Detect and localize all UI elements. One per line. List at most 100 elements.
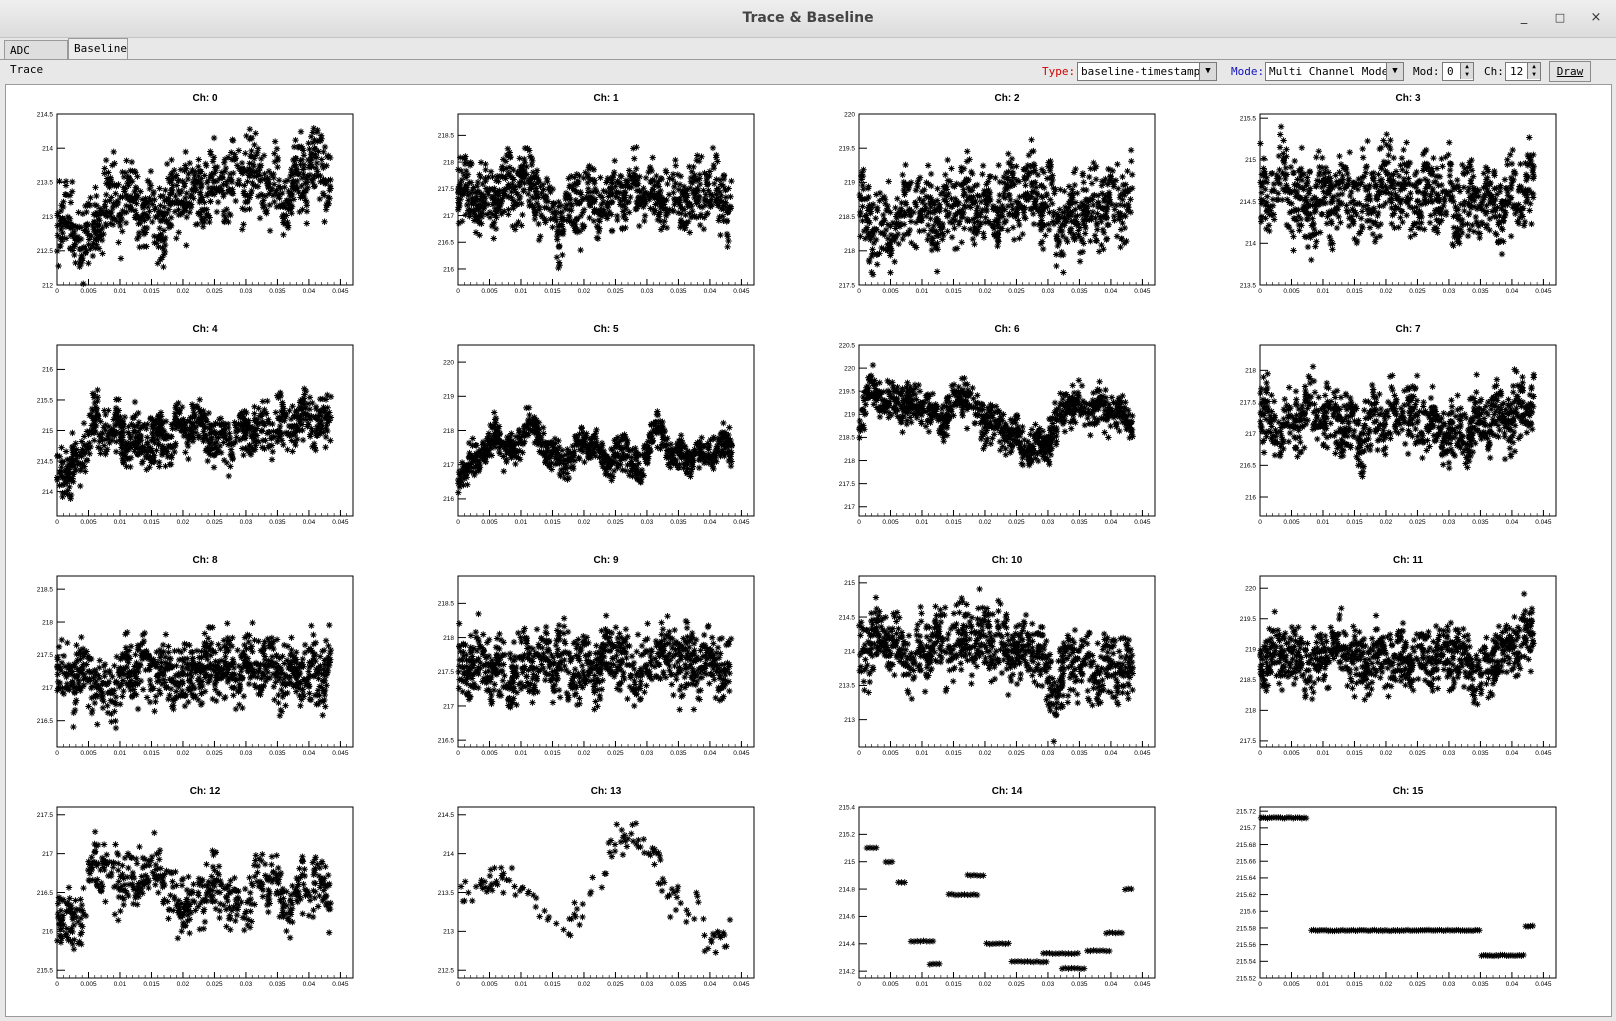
asterisk-marker <box>641 195 649 203</box>
asterisk-marker <box>1000 179 1008 186</box>
asterisk-marker <box>316 137 323 144</box>
asterisk-marker <box>124 180 131 187</box>
asterisk-marker <box>129 178 136 185</box>
asterisk-marker <box>1098 182 1106 189</box>
tab-baseline[interactable]: Baseline <box>68 38 128 60</box>
x-tick-label: 0.035 <box>269 519 286 526</box>
panel-ch-2: Ch: 20 0.005 0.01 0.015 0.02 0.025 0.03 0.035 0.… <box>839 93 1156 295</box>
asterisk-marker <box>1407 195 1414 202</box>
asterisk-marker <box>284 177 292 184</box>
panel-ch-3: Ch: 30 0.005 0.01 0.015 0.02 0.025 0.03 0.035 0.… <box>1240 93 1557 295</box>
draw-button[interactable]: Draw <box>1549 61 1591 82</box>
asterisk-marker <box>899 235 906 243</box>
asterisk-marker <box>951 183 958 190</box>
chevron-down-icon[interactable]: ▼ <box>1199 63 1216 80</box>
asterisk-marker <box>67 495 74 502</box>
asterisk-marker <box>121 188 128 195</box>
asterisk-marker <box>501 186 508 193</box>
asterisk-marker <box>229 456 236 463</box>
asterisk-marker <box>705 187 712 194</box>
asterisk-marker <box>603 188 610 196</box>
asterisk-marker <box>246 160 253 167</box>
asterisk-marker <box>985 178 992 185</box>
close-button[interactable]: × <box>1590 10 1602 25</box>
asterisk-marker <box>82 202 89 210</box>
chevron-down-icon[interactable]: ▼ <box>1386 63 1403 80</box>
asterisk-marker <box>289 171 297 179</box>
asterisk-marker <box>1507 185 1515 193</box>
asterisk-marker <box>867 236 874 243</box>
asterisk-marker <box>462 167 470 175</box>
asterisk-marker <box>286 201 293 208</box>
asterisk-marker <box>662 167 669 174</box>
asterisk-marker <box>226 174 234 182</box>
spin-down-icon[interactable]: ▼ <box>1460 71 1473 79</box>
asterisk-marker <box>132 439 139 446</box>
asterisk-marker <box>252 182 259 190</box>
asterisk-marker <box>948 165 955 172</box>
asterisk-marker <box>260 152 268 159</box>
asterisk-marker <box>317 172 324 180</box>
spin-up-icon[interactable]: ▲ <box>1460 63 1473 71</box>
asterisk-marker <box>515 171 523 178</box>
asterisk-marker <box>639 194 646 202</box>
asterisk-marker <box>675 186 682 193</box>
asterisk-marker <box>241 166 248 173</box>
asterisk-marker <box>552 212 559 220</box>
asterisk-marker <box>223 206 230 213</box>
asterisk-marker <box>213 177 221 185</box>
asterisk-marker <box>634 180 642 187</box>
asterisk-marker <box>196 198 203 206</box>
asterisk-marker <box>1004 202 1012 210</box>
minimize-button[interactable]: _ <box>1520 10 1528 25</box>
asterisk-marker <box>140 422 148 429</box>
asterisk-marker <box>311 145 318 152</box>
asterisk-marker <box>500 156 507 163</box>
asterisk-marker <box>1050 212 1057 220</box>
type-select[interactable]: baseline-timestamp ▼ <box>1077 62 1217 81</box>
asterisk-marker <box>269 192 277 199</box>
asterisk-marker <box>147 447 154 454</box>
asterisk-marker <box>1022 182 1029 189</box>
asterisk-marker <box>260 197 267 204</box>
asterisk-marker <box>463 201 471 209</box>
maximize-button[interactable]: □ <box>1554 11 1566 24</box>
asterisk-marker <box>206 218 213 226</box>
asterisk-marker <box>692 175 699 182</box>
asterisk-marker <box>246 126 254 133</box>
asterisk-marker <box>891 237 898 245</box>
spin-up-icon[interactable]: ▲ <box>1527 63 1540 71</box>
asterisk-marker <box>1476 234 1483 242</box>
spin-down-icon[interactable]: ▼ <box>1527 71 1540 79</box>
asterisk-marker <box>142 229 149 236</box>
asterisk-marker <box>66 244 74 252</box>
asterisk-marker <box>180 427 187 435</box>
asterisk-marker <box>961 204 969 211</box>
asterisk-marker <box>467 179 475 186</box>
asterisk-marker <box>300 152 308 159</box>
asterisk-marker <box>110 426 117 433</box>
asterisk-marker <box>458 190 466 198</box>
asterisk-marker <box>604 175 612 182</box>
asterisk-marker <box>1304 243 1312 251</box>
plot-canvas[interactable]: Ch: 00 0.005 0.01 0.015 0.02 0.025 0.03 0.035 0.… <box>6 85 1611 1016</box>
x-tick-label: 0.005 <box>80 288 97 295</box>
asterisk-marker <box>173 172 180 179</box>
tab-adc-trace[interactable]: ADC Trace <box>4 40 68 76</box>
asterisk-marker <box>188 186 195 194</box>
asterisk-marker <box>132 184 139 191</box>
ch-stepper[interactable]: 12 ▲ ▼ <box>1505 62 1541 81</box>
mode-select[interactable]: Multi Channel Mode ▼ <box>1265 62 1404 81</box>
asterisk-marker <box>320 176 327 183</box>
asterisk-marker <box>691 171 698 179</box>
asterisk-marker <box>230 169 237 177</box>
mod-stepper[interactable]: 0 ▲ ▼ <box>1442 62 1474 81</box>
asterisk-marker <box>926 209 934 216</box>
asterisk-marker <box>299 206 306 213</box>
asterisk-marker <box>575 178 582 186</box>
asterisk-marker <box>1080 179 1087 186</box>
asterisk-marker <box>319 395 327 403</box>
x-tick-label: 0.025 <box>206 288 223 295</box>
asterisk-marker <box>277 185 284 192</box>
asterisk-marker <box>1523 194 1531 201</box>
